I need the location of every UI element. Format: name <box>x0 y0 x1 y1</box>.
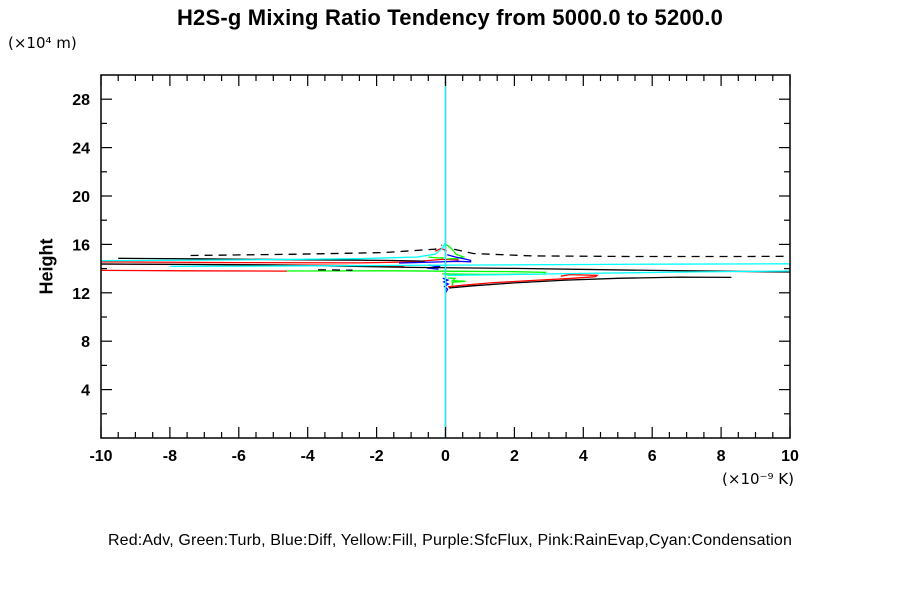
series-line-Condensation <box>169 263 791 268</box>
series-line-Adv <box>100 269 288 272</box>
x-tick-label: 8 <box>717 448 726 465</box>
x-tick-label: 2 <box>510 448 519 465</box>
series-line-black-unlabeled <box>453 248 789 258</box>
series-line-Adv <box>447 273 599 288</box>
x-tick-label: 10 <box>781 448 799 465</box>
series-line-Condensation <box>447 270 791 276</box>
y-tick-label: 12 <box>72 286 90 303</box>
series-line-Diff <box>398 254 472 264</box>
chart-title: H2S-g Mixing Ratio Tendency from 5000.0 … <box>176 5 724 30</box>
series-line-black-unlabeled <box>100 263 791 273</box>
x-tick-label: 0 <box>441 448 450 465</box>
x-tick-label: -10 <box>89 448 112 465</box>
series-line-Condensation <box>100 243 446 262</box>
x-tick-label: -2 <box>369 448 383 465</box>
x-tick-label: -4 <box>301 448 315 465</box>
series-line-Turb <box>286 270 548 276</box>
y-axis-unit-label: (×10⁴ m) <box>8 34 77 52</box>
series-line-Turb <box>428 256 444 259</box>
y-tick-label: 20 <box>72 189 90 206</box>
y-tick-label: 24 <box>72 141 90 158</box>
y-tick-label: 8 <box>81 334 90 351</box>
x-tick-label: -6 <box>232 448 246 465</box>
x-tick-label: -8 <box>163 448 177 465</box>
series-color-legend: Red:Adv, Green:Turb, Blue:Diff, Yellow:F… <box>107 532 793 549</box>
x-tick-label: 6 <box>648 448 657 465</box>
y-tick-label: 28 <box>72 92 90 109</box>
series-line-Adv <box>100 258 459 264</box>
x-axis-unit-label: (×10⁻⁹ K) <box>722 470 794 488</box>
series-line-Turb <box>445 243 466 260</box>
series-line-Diff <box>442 277 450 294</box>
series-line-black-unlabeled <box>448 276 732 289</box>
series-line-black-unlabeled <box>190 244 443 257</box>
y-tick-label: 16 <box>72 237 90 254</box>
x-tick-label: 4 <box>579 448 588 465</box>
y-tick-label: 4 <box>81 383 90 400</box>
series-line-Turb <box>447 277 466 286</box>
